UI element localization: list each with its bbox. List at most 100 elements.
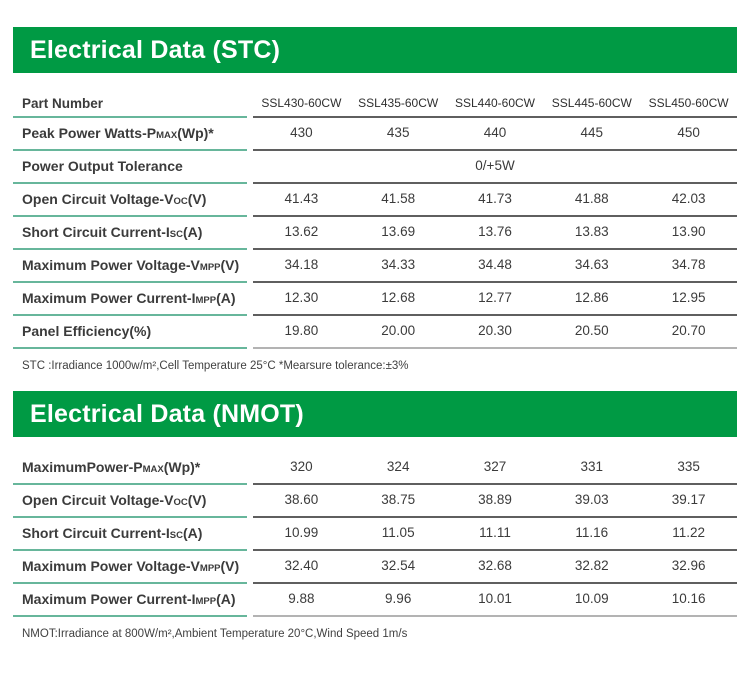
row-label-text: (V) [220, 558, 240, 574]
value-cell: 34.18 [284, 257, 319, 272]
table-row: Maximum Power Current-IMPP(A) 12.30 12.6… [13, 283, 737, 316]
value-cell: 13.83 [574, 224, 609, 239]
row-label-text: Short Circuit Current-I [22, 525, 170, 541]
column-header: SSL445-60CW [551, 96, 632, 110]
row-label-subscript: OC [173, 497, 188, 508]
row-label-subscript: SC [169, 229, 183, 240]
value-cell: 10.99 [284, 525, 319, 540]
row-label: Peak Power Watts-PMAX(Wp)* [13, 118, 247, 151]
value-cell: 34.48 [478, 257, 512, 272]
row-label-text: Maximum Power Voltage-V [22, 257, 200, 273]
row-values: 19.80 20.00 20.30 20.50 20.70 [253, 316, 737, 349]
value-cell: 13.76 [478, 224, 512, 239]
row-label: Short Circuit Current-ISC(A) [13, 217, 247, 250]
table-row: Maximum Power Voltage-VMPP(V) 32.40 32.5… [13, 551, 737, 584]
value-cell: 41.88 [574, 191, 609, 206]
row-label-text: Maximum Power Voltage-V [22, 558, 200, 574]
value-cell: 435 [386, 125, 410, 140]
row-values: 41.43 41.58 41.73 41.88 42.03 [253, 184, 737, 217]
row-label: MaximumPower-PMAX(Wp)* [13, 452, 247, 485]
row-label-text: (A) [216, 591, 236, 607]
row-label-text: Maximum Power Current-I [22, 591, 196, 607]
value-cell: 11.05 [381, 525, 415, 540]
table-row: Short Circuit Current-ISC(A) 13.62 13.69… [13, 217, 737, 250]
table-row: Maximum Power Voltage-VMPP(V) 34.18 34.3… [13, 250, 737, 283]
row-values: 0/+5W [253, 151, 737, 184]
row-label-text: Maximum Power Current-I [22, 290, 196, 306]
row-label: Maximum Power Voltage-VMPP(V) [13, 250, 247, 283]
value-cell: 19.80 [284, 323, 319, 338]
value-cell: 20.50 [574, 323, 609, 338]
value-cell: 445 [580, 125, 604, 140]
value-cell: 327 [483, 459, 507, 474]
value-cell: 38.60 [284, 492, 319, 507]
value-cell: 38.75 [381, 492, 416, 507]
table-row: Peak Power Watts-PMAX(Wp)* 430 435 440 4… [13, 118, 737, 151]
part-number-header: Part Number [13, 92, 247, 118]
stc-table: Part Number SSL430-60CW SSL435-60CW SSL4… [13, 92, 737, 349]
value-cell: 335 [677, 459, 700, 474]
row-values: 430 435 440 445 450 [253, 118, 737, 151]
value-cell: 13.90 [671, 224, 706, 239]
nmot-table: MaximumPower-PMAX(Wp)* 320 324 327 331 3… [13, 452, 737, 617]
value-cell: 9.88 [288, 591, 315, 606]
value-cell: 440 [483, 125, 507, 140]
value-cell: 450 [677, 125, 700, 140]
row-label-subscript: MPP [195, 295, 217, 306]
value-cell: 39.17 [671, 492, 706, 507]
row-values: 13.62 13.69 13.76 13.83 13.90 [253, 217, 737, 250]
row-label-text: MaximumPower-P [22, 459, 143, 475]
row-label-text: (V) [187, 191, 207, 207]
row-label-text: Short Circuit Current-I [22, 224, 170, 240]
row-values: 320 324 327 331 335 [253, 452, 737, 485]
column-header: SSL430-60CW [261, 96, 342, 110]
value-cell: 12.30 [284, 290, 319, 305]
value-cell: 32.82 [574, 558, 609, 573]
nmot-section-banner: Electrical Data (NMOT) [13, 391, 737, 437]
value-cell: 320 [290, 459, 313, 474]
column-header: SSL435-60CW [358, 96, 439, 110]
table-row: MaximumPower-PMAX(Wp)* 320 324 327 331 3… [13, 452, 737, 485]
table-row: Open Circuit Voltage-VOC(V) 38.60 38.75 … [13, 485, 737, 518]
value-cell: 41.73 [478, 191, 512, 206]
row-label-text: Power Output Tolerance [22, 158, 183, 174]
stc-header-row: Part Number SSL430-60CW SSL435-60CW SSL4… [13, 92, 737, 118]
row-label-text: Open Circuit Voltage-V [22, 492, 174, 508]
stc-section-banner: Electrical Data (STC) [13, 27, 737, 73]
row-label-subscript: MPP [199, 262, 221, 273]
row-label: Maximum Power Current-IMPP(A) [13, 283, 247, 316]
stc-section-title: Electrical Data (STC) [30, 35, 281, 64]
stc-column-headers: SSL430-60CW SSL435-60CW SSL440-60CW SSL4… [253, 92, 737, 118]
value-cell: 20.30 [478, 323, 512, 338]
row-label-subscript: SC [169, 530, 183, 541]
column-header: SSL450-60CW [648, 96, 729, 110]
row-label: Short Circuit Current-ISC(A) [13, 518, 247, 551]
value-cell: 12.95 [671, 290, 706, 305]
row-label: Maximum Power Voltage-VMPP(V) [13, 551, 247, 584]
value-cell: 34.78 [671, 257, 706, 272]
value-cell: 32.68 [478, 558, 512, 573]
value-cell: 41.58 [381, 191, 416, 206]
value-cell: 11.16 [575, 525, 609, 540]
table-row: Panel Efficiency(%) 19.80 20.00 20.30 20… [13, 316, 737, 349]
row-label-text: (A) [182, 224, 203, 240]
value-cell: 10.01 [478, 591, 512, 606]
row-label-subscript: MPP [195, 596, 217, 607]
stc-footnote: STC :Irradiance 1000w/m²,Cell Temperatur… [22, 360, 409, 372]
value-cell: 12.77 [478, 290, 512, 305]
nmot-footnote: NMOT:Irradiance at 800W/m²,Ambient Tempe… [22, 628, 408, 640]
value-cell: 38.89 [478, 492, 512, 507]
row-values: 38.60 38.75 38.89 39.03 39.17 [253, 485, 737, 518]
row-label: Power Output Tolerance [13, 151, 247, 184]
value-cell: 32.40 [284, 558, 319, 573]
value-cell: 32.96 [671, 558, 706, 573]
value-cell: 32.54 [381, 558, 416, 573]
row-values: 10.99 11.05 11.11 11.16 11.22 [253, 518, 737, 551]
row-label-subscript: MPP [199, 563, 221, 574]
row-label-text: (V) [187, 492, 207, 508]
value-cell: 324 [386, 459, 410, 474]
row-label-text: (Wp)* [177, 125, 214, 141]
merged-value-cell: 0/+5W [475, 158, 515, 173]
nmot-section-title: Electrical Data (NMOT) [30, 399, 304, 428]
